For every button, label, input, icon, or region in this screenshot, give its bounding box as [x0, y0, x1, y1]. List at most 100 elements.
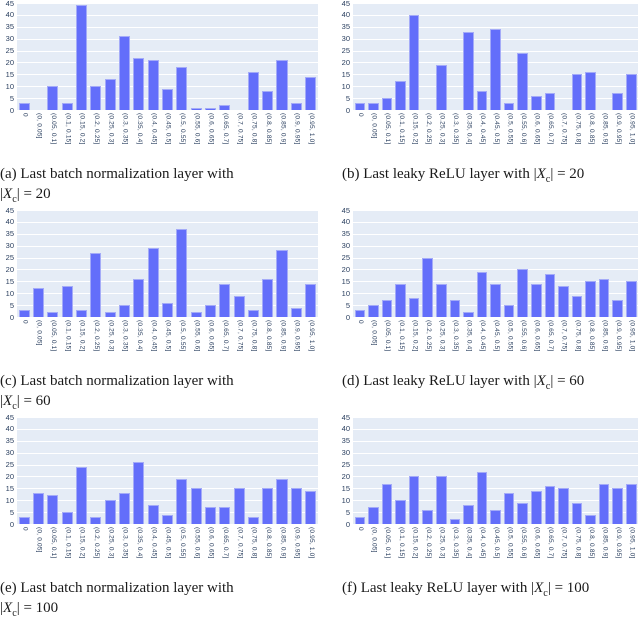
bar-(0.1, 0.15] [395, 81, 406, 110]
bar-slot [557, 210, 571, 317]
bar-(0.05, 0.1] [47, 86, 59, 110]
x-tick-label: (0.25, 0.3] [438, 113, 446, 145]
x-tick-label: (0.25, 0.3] [438, 320, 446, 352]
y-tick-label: 10 [341, 288, 350, 298]
x-tick-label: (0.3, 0.35] [121, 527, 129, 559]
bar-(0.4, 0.45] [476, 471, 488, 524]
x-tick-label: (0.6, 0.65] [533, 113, 541, 145]
bar-(0.2, 0.25] [90, 516, 102, 524]
y-tick-label: 15 [341, 69, 350, 79]
gridline [17, 500, 318, 502]
x-tick-label: (0.8, 0.85] [587, 320, 595, 352]
bar-(0.85, 0.9] [598, 483, 610, 524]
gridline [353, 26, 638, 28]
bar-slot [462, 210, 476, 317]
bar-(0.15, 0.2] [408, 476, 420, 524]
x-tick-label: (0.95, 1.0] [307, 113, 315, 145]
x-tick-slot: (0.3, 0.35] [117, 110, 131, 160]
bar-slot [189, 417, 203, 524]
x-tick-label: (0.25, 0.3] [107, 320, 115, 352]
x-tick-slot: (0.4, 0.45] [475, 524, 489, 574]
x-tick-label: (0.4, 0.45] [479, 527, 487, 559]
bar-(0.1, 0.15] [395, 500, 406, 524]
x-tick-slot: 0 [353, 110, 367, 160]
x-tick-label: (0.45, 0.5] [492, 320, 500, 352]
gridline [17, 428, 318, 430]
bar-(0.8, 0.85] [585, 514, 596, 524]
bar-(0.9, 0.95] [290, 307, 302, 317]
bar-slot [146, 417, 160, 524]
bar-(0.1, 0.15] [61, 286, 73, 317]
bar-(0.8, 0.85] [585, 281, 596, 317]
histogram-d: 0 5 10 15 20 25 30 35 40 45 0 (0, 0.05] (0.05, 0.1]… [336, 206, 638, 367]
x-tick-label: (0.45, 0.5] [492, 113, 500, 145]
bar-(0.75, 0.8] [247, 71, 259, 110]
x-tick-label: (0.15, 0.2] [78, 113, 86, 145]
caption-a-text: (a) Last batch normalization layer with [0, 166, 234, 182]
x-tick-label: (0.65, 0.7] [222, 113, 229, 145]
gridline [17, 452, 318, 454]
y-tick-label: 25 [341, 46, 350, 56]
bar-(0.1, 0.15] [61, 102, 73, 110]
bar-0 [354, 516, 366, 524]
y-tick-label: 0 [345, 312, 350, 322]
bar-(0.65, 0.7] [219, 283, 231, 317]
y-tick-label: 10 [5, 288, 14, 298]
bar-(0.8, 0.85] [262, 278, 274, 317]
x-tick-slot: (0.15, 0.2] [74, 317, 88, 367]
bar-(0.2, 0.25] [422, 509, 433, 524]
bar-slot [189, 3, 203, 110]
y-tick-label: 0 [9, 519, 14, 529]
x-tick-label: (0.55, 0.6] [193, 113, 201, 145]
x-tick-label: (0.5, 0.55] [506, 113, 514, 145]
x-tick-slot: (0.05, 0.1] [380, 524, 394, 574]
gridline [17, 476, 318, 478]
x-tick-slot: (0.45, 0.5] [489, 524, 503, 574]
gridline [17, 38, 318, 40]
bar-(0.6, 0.65] [204, 305, 217, 317]
bar-(0.7, 0.75] [558, 488, 569, 524]
bar-slot [380, 3, 394, 110]
gridline [17, 62, 318, 64]
x-tick-label: (0.8, 0.85] [264, 320, 272, 352]
x-tick-slot: (0.8, 0.85] [261, 524, 275, 574]
x-tick-slot: (0.4, 0.45] [146, 110, 160, 160]
x-tick-label: (0.15, 0.2] [411, 113, 419, 145]
caption-b-math: |Xc| = 20 [533, 166, 585, 185]
bars-layer [353, 417, 638, 524]
x-tick-slot: (0.55, 0.6] [516, 317, 530, 367]
x-tick-label: (0.65, 0.7] [547, 113, 555, 145]
y-tick-label: 0 [345, 105, 350, 115]
x-tick-slot: 0 [17, 317, 31, 367]
x-tick-slot: 0 [17, 524, 31, 574]
x-tick-slot: (0.85, 0.9] [597, 524, 611, 574]
bar-(0.3, 0.35] [449, 519, 461, 524]
y-tick-label: 40 [341, 10, 350, 20]
x-tick-label: (0.45, 0.5] [164, 527, 172, 559]
x-tick-slot: (0.8, 0.85] [584, 524, 598, 574]
bar-slot [218, 210, 232, 317]
bar-slot [246, 210, 260, 317]
x-tick-slot: (0.95, 1.0] [304, 524, 318, 574]
gridline [17, 257, 318, 259]
gridline [353, 281, 638, 283]
bar-(0.05, 0.1] [381, 483, 393, 524]
x-tick-label: (0.6, 0.65] [207, 527, 215, 559]
bar-slot [353, 3, 367, 110]
bar-slot [160, 417, 174, 524]
x-tick-label: (0.65, 0.7] [547, 527, 555, 559]
y-tick-label: 35 [5, 229, 14, 239]
bar-slot [570, 210, 584, 317]
bar-slot [261, 417, 275, 524]
bar-slot [146, 210, 160, 317]
bar-slot [46, 3, 60, 110]
y-tick-label: 30 [341, 448, 350, 458]
gridline [17, 464, 318, 466]
bar-slot [557, 417, 571, 524]
y-axis-c: 0 5 10 15 20 25 30 35 40 45 [0, 206, 17, 320]
x-tick-slot: (0.1, 0.15] [394, 317, 408, 367]
x-tick-slot: (0.1, 0.15] [60, 110, 74, 160]
x-tick-slot: (0.9, 0.95] [289, 317, 303, 367]
bar-slot [232, 417, 246, 524]
gridline [17, 281, 318, 283]
